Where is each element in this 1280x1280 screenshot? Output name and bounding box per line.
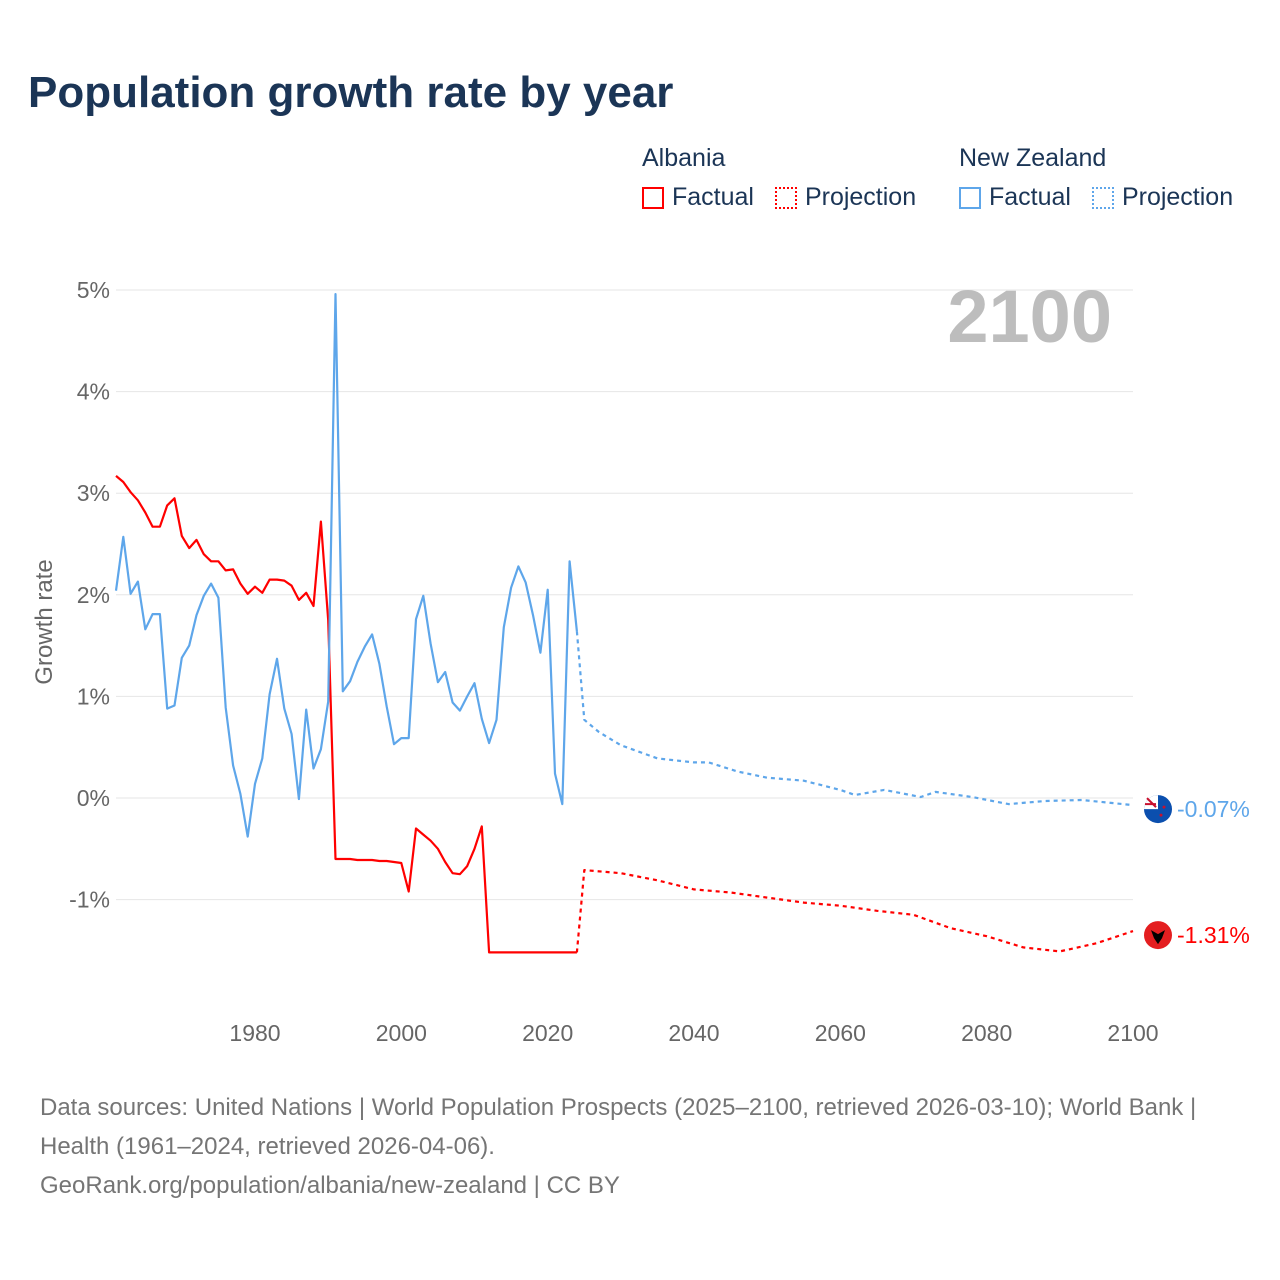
y-tick-label: -1% bbox=[69, 887, 110, 913]
legend-label: Projection bbox=[1121, 183, 1234, 211]
legend-new-zealand-factual[interactable]: Factual bbox=[959, 183, 1071, 212]
series-line-new-zealand-factual bbox=[114, 293, 578, 838]
legend-albania-factual[interactable]: Factual bbox=[642, 183, 754, 212]
chart-area: -1% 0% 1% 2% 3% 4% 5% 1980 2000 2020 2040 2060 2080 2… bbox=[31, 275, 1250, 1046]
series-line-albania-factual bbox=[115, 475, 577, 954]
dotted-swatch-icon bbox=[1091, 186, 1114, 209]
legend-label: Factual bbox=[672, 183, 754, 211]
y-axis-label: Growth rate bbox=[31, 559, 58, 684]
legend-label: Factual bbox=[989, 183, 1071, 211]
legend-new-zealand-title: New Zealand bbox=[959, 144, 1107, 172]
legend-label: Projection bbox=[804, 183, 917, 211]
x-tick-label: 2060 bbox=[815, 1020, 866, 1046]
gridlines: -1% 0% 1% 2% 3% 4% 5% 1980 2000 2020 2040 2060 2080 2… bbox=[69, 277, 1158, 1046]
x-tick-label: 2000 bbox=[376, 1020, 427, 1046]
series-lines bbox=[114, 293, 1134, 954]
chart-title: Population growth rate by year bbox=[28, 68, 674, 117]
x-tick-label: 2040 bbox=[668, 1020, 719, 1046]
x-tick-label: 2100 bbox=[1107, 1020, 1158, 1046]
solid-swatch-icon bbox=[642, 186, 664, 209]
new-zealand-flag-icon bbox=[1144, 795, 1172, 824]
dotted-swatch-icon bbox=[774, 186, 797, 209]
data-sources: Data sources: United Nations | World Pop… bbox=[40, 1094, 1197, 1160]
x-tick-label: 1980 bbox=[229, 1020, 280, 1046]
x-tick-label: 2080 bbox=[961, 1020, 1012, 1046]
footer: Data sources: United Nations | World Pop… bbox=[40, 1088, 1240, 1205]
end-value-label: -0.07% bbox=[1177, 796, 1250, 822]
y-tick-label: 1% bbox=[77, 683, 110, 709]
x-tick-label: 2020 bbox=[522, 1020, 573, 1046]
albania-flag-icon bbox=[1144, 921, 1172, 950]
y-tick-label: 2% bbox=[77, 582, 110, 608]
series-line-new-zealand-projection bbox=[575, 631, 1134, 807]
legend-albania: Albania Factual Projection bbox=[642, 144, 930, 216]
legend-new-zealand-projection[interactable]: Projection bbox=[1091, 183, 1234, 212]
y-tick-label: 4% bbox=[77, 379, 110, 405]
y-tick-label: 5% bbox=[77, 277, 110, 303]
series-line-albania-projection bbox=[575, 869, 1134, 953]
end-markers: -0.07% -1.31% bbox=[1144, 795, 1250, 950]
legend-albania-title: Albania bbox=[642, 144, 726, 172]
legend-new-zealand: New Zealand Factual Projection bbox=[959, 144, 1247, 216]
current-year-display: 2100 bbox=[947, 275, 1112, 358]
source-link[interactable]: GeoRank.org/population/albania/new-zeala… bbox=[40, 1172, 620, 1199]
y-tick-label: 0% bbox=[77, 785, 110, 811]
legend-albania-projection[interactable]: Projection bbox=[774, 183, 917, 212]
y-tick-label: 3% bbox=[77, 480, 110, 506]
end-value-label: -1.31% bbox=[1177, 922, 1250, 948]
solid-swatch-icon bbox=[959, 186, 981, 209]
